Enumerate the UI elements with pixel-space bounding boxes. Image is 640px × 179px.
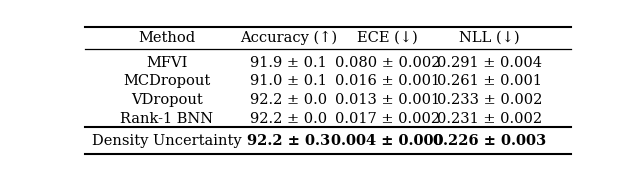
Text: 0.017 ± 0.002: 0.017 ± 0.002 — [335, 112, 440, 126]
Text: MCDropout: MCDropout — [123, 74, 211, 88]
Text: 92.2 ± 0.0: 92.2 ± 0.0 — [250, 112, 327, 126]
Text: 92.2 ± 0.0: 92.2 ± 0.0 — [250, 93, 327, 107]
Text: 0.080 ± 0.002: 0.080 ± 0.002 — [335, 56, 440, 70]
Text: 91.9 ± 0.1: 91.9 ± 0.1 — [250, 56, 326, 70]
Text: VDropout: VDropout — [131, 93, 203, 107]
Text: MFVI: MFVI — [146, 56, 188, 70]
Text: ECE (↓): ECE (↓) — [357, 31, 418, 45]
Text: Density Uncertainty: Density Uncertainty — [92, 134, 242, 148]
Text: 0.226 ± 0.003: 0.226 ± 0.003 — [433, 134, 546, 148]
Text: 0.016 ± 0.001: 0.016 ± 0.001 — [335, 74, 440, 88]
Text: 0.231 ± 0.002: 0.231 ± 0.002 — [436, 112, 542, 126]
Text: NLL (↓): NLL (↓) — [459, 31, 520, 45]
Text: 91.0 ± 0.1: 91.0 ± 0.1 — [250, 74, 327, 88]
Text: 92.2 ± 0.3: 92.2 ± 0.3 — [247, 134, 330, 148]
Text: Accuracy (↑): Accuracy (↑) — [240, 31, 337, 45]
Text: 0.013 ± 0.001: 0.013 ± 0.001 — [335, 93, 440, 107]
Text: 0.233 ± 0.002: 0.233 ± 0.002 — [436, 93, 542, 107]
Text: 0.004 ± 0.000: 0.004 ± 0.000 — [332, 134, 444, 148]
Text: 0.291 ± 0.004: 0.291 ± 0.004 — [436, 56, 541, 70]
Text: Rank-1 BNN: Rank-1 BNN — [120, 112, 213, 126]
Text: 0.261 ± 0.001: 0.261 ± 0.001 — [436, 74, 541, 88]
Text: Method: Method — [138, 31, 195, 45]
